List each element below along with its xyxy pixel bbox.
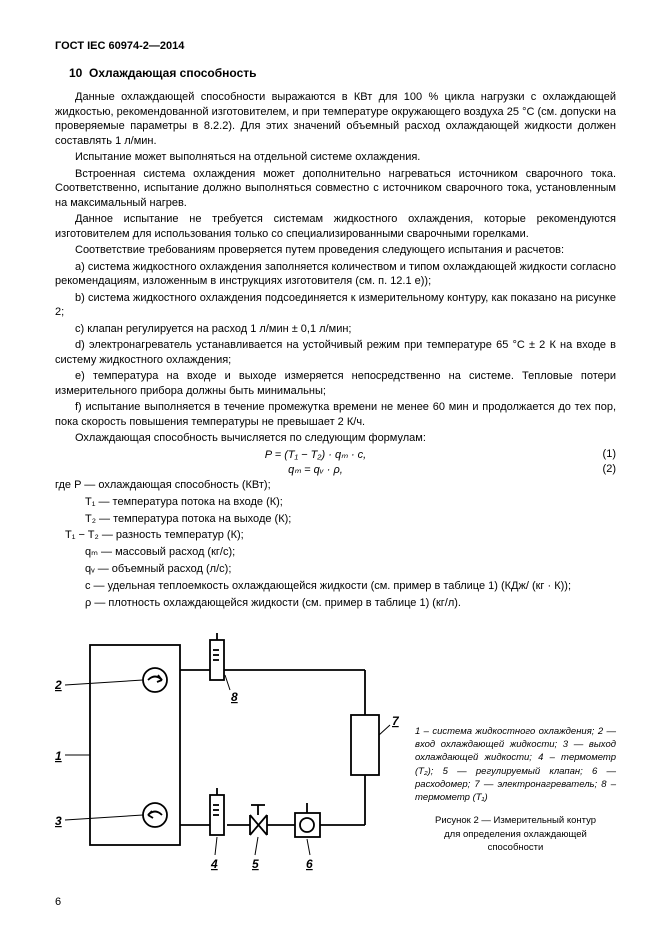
list-item-d: d) электронагреватель устанавливается на… — [55, 338, 616, 367]
list-item-c: c) клапан регулируется на расход 1 л/мин… — [55, 322, 616, 337]
where-line: T₁ — температура потока на входе (К); — [85, 495, 616, 510]
figure-caption: 1 – система жидкостного охлаждения; 2 — … — [405, 625, 616, 855]
figure-area: 1 2 3 4 5 6 7 8 1 – система жидкостного … — [55, 625, 616, 888]
formula-number: (2) — [576, 463, 616, 475]
section-number: 10 — [69, 66, 82, 80]
paragraph: Испытание может выполняться на отдельной… — [55, 150, 616, 165]
section-heading: Охлаждающая способность — [89, 66, 257, 80]
paragraph: Данное испытание не требуется системам ж… — [55, 212, 616, 241]
doc-header: ГОСТ IEC 60974-2—2014 — [55, 40, 616, 52]
paragraph: Данные охлаждающей способности выражаютс… — [55, 90, 616, 148]
where-line: где P — охлаждающая способность (КВт); — [55, 478, 616, 493]
formula-expr: P = (T₁ − T₂) · qₘ · c, — [55, 448, 576, 461]
figure-title-line: для определения охлаждающей — [415, 828, 616, 841]
figure-title-line: Рисунок 2 — Измерительный контур — [415, 814, 616, 827]
fig-label-3: 3 — [55, 814, 62, 828]
figure-diagram: 1 2 3 4 5 6 7 8 — [55, 625, 405, 888]
formula-number: (1) — [576, 448, 616, 460]
fig-label-5: 5 — [252, 857, 259, 871]
where-line: ρ — плотность охлаждающейся жидкости (см… — [85, 596, 616, 611]
fig-label-1: 1 — [55, 749, 62, 763]
paragraph: Встроенная система охлаждения может допо… — [55, 167, 616, 211]
section-title: 10 Охлаждающая способность — [69, 66, 616, 80]
fig-label-7: 7 — [392, 714, 400, 728]
where-line: qᵥ — объемный расход (л/с); — [85, 562, 616, 577]
list-item-a: a) система жидкостного охлаждения заполн… — [55, 260, 616, 289]
paragraph: Охлаждающая способность вычисляется по с… — [55, 431, 616, 446]
formula-2: qₘ = qᵥ · ρ, (2) — [55, 463, 616, 476]
fig-label-2: 2 — [55, 678, 62, 692]
list-item-b: b) система жидкостного охлаждения подсое… — [55, 291, 616, 320]
where-line: qₘ — массовый расход (кг/с); — [85, 545, 616, 560]
paragraph: Соответствие требованиям проверяется пут… — [55, 243, 616, 258]
page-number: 6 — [55, 896, 616, 908]
figure-legend: 1 – система жидкостного охлаждения; 2 — … — [415, 725, 616, 805]
list-item-e: e) температура на входе и выходе измеряе… — [55, 369, 616, 398]
list-item-f: f) испытание выполняется в течение проме… — [55, 400, 616, 429]
fig-label-4: 4 — [210, 857, 218, 871]
fig-label-6: 6 — [306, 857, 313, 871]
formula-expr: qₘ = qᵥ · ρ, — [55, 463, 576, 476]
figure-title-line: способности — [415, 841, 616, 854]
page-container: ГОСТ IEC 60974-2—2014 10 Охлаждающая спо… — [0, 0, 661, 938]
formula-1: P = (T₁ − T₂) · qₘ · c, (1) — [55, 448, 616, 461]
fig-label-8: 8 — [231, 690, 238, 704]
where-line: T₂ — температура потока на выходе (К); — [85, 512, 616, 527]
where-line: c — удельная теплоемкость охлаждающейся … — [85, 579, 616, 594]
where-line: T₁ − T₂ — разность температур (К); — [65, 528, 616, 543]
